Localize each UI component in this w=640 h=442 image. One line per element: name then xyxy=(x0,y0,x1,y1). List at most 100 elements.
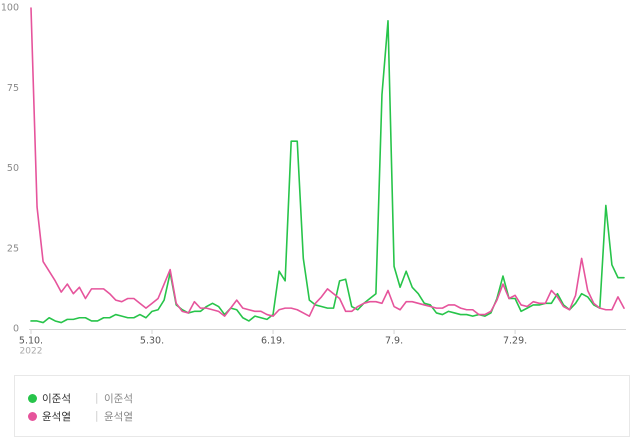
data-point[interactable] xyxy=(603,307,608,312)
data-point[interactable] xyxy=(567,307,572,312)
data-point[interactable] xyxy=(494,298,499,303)
data-point[interactable] xyxy=(162,282,167,287)
data-point[interactable] xyxy=(210,301,215,306)
data-point[interactable] xyxy=(537,301,542,306)
data-point[interactable] xyxy=(131,315,136,320)
data-point[interactable] xyxy=(579,256,584,261)
data-point[interactable] xyxy=(519,302,524,307)
data-point[interactable] xyxy=(452,302,457,307)
data-point[interactable] xyxy=(137,301,142,306)
data-point[interactable] xyxy=(222,314,227,319)
data-point[interactable] xyxy=(113,298,118,303)
data-point[interactable] xyxy=(458,306,463,311)
data-point[interactable] xyxy=(373,299,378,304)
data-point[interactable] xyxy=(470,307,475,312)
data-point[interactable] xyxy=(525,304,530,309)
data-point[interactable] xyxy=(95,286,100,291)
data-point[interactable] xyxy=(131,296,136,301)
data-point[interactable] xyxy=(476,312,481,317)
data-point[interactable] xyxy=(65,282,70,287)
data-point[interactable] xyxy=(186,310,191,315)
data-point[interactable] xyxy=(143,306,148,311)
data-point[interactable] xyxy=(410,299,415,304)
data-point[interactable] xyxy=(349,309,354,314)
data-point[interactable] xyxy=(416,291,421,296)
data-point[interactable] xyxy=(452,310,457,315)
data-point[interactable] xyxy=(325,286,330,291)
data-point[interactable] xyxy=(41,259,46,264)
data-point[interactable] xyxy=(500,282,505,287)
data-point[interactable] xyxy=(404,269,409,274)
data-point[interactable] xyxy=(470,314,475,319)
data-point[interactable] xyxy=(228,306,233,311)
data-point[interactable] xyxy=(180,309,185,314)
data-point[interactable] xyxy=(264,312,269,317)
data-point[interactable] xyxy=(162,298,167,303)
data-point[interactable] xyxy=(513,293,518,298)
data-point[interactable] xyxy=(416,301,421,306)
data-point[interactable] xyxy=(331,306,336,311)
data-point[interactable] xyxy=(367,299,372,304)
data-point[interactable] xyxy=(561,304,566,309)
data-point[interactable] xyxy=(277,269,282,274)
data-point[interactable] xyxy=(319,304,324,309)
data-point[interactable] xyxy=(446,309,451,314)
data-point[interactable] xyxy=(549,301,554,306)
data-point[interactable] xyxy=(361,301,366,306)
data-point[interactable] xyxy=(95,318,100,323)
data-point[interactable] xyxy=(252,309,257,314)
data-point[interactable] xyxy=(392,304,397,309)
data-point[interactable] xyxy=(234,307,239,312)
data-point[interactable] xyxy=(464,312,469,317)
data-point[interactable] xyxy=(71,291,76,296)
data-point[interactable] xyxy=(343,309,348,314)
data-point[interactable] xyxy=(398,285,403,290)
data-point[interactable] xyxy=(289,306,294,311)
data-point[interactable] xyxy=(107,291,112,296)
data-point[interactable] xyxy=(597,306,602,311)
data-point[interactable] xyxy=(47,315,52,320)
data-point[interactable] xyxy=(337,278,342,283)
data-point[interactable] xyxy=(615,275,620,280)
data-point[interactable] xyxy=(137,312,142,317)
data-point[interactable] xyxy=(482,312,487,317)
data-point[interactable] xyxy=(283,278,288,283)
data-point[interactable] xyxy=(609,307,614,312)
data-point[interactable] xyxy=(349,304,354,309)
data-point[interactable] xyxy=(156,307,161,312)
data-point[interactable] xyxy=(41,320,46,325)
data-point[interactable] xyxy=(107,315,112,320)
data-point[interactable] xyxy=(240,306,245,311)
data-point[interactable] xyxy=(65,317,70,322)
data-point[interactable] xyxy=(313,301,318,306)
data-point[interactable] xyxy=(258,309,263,314)
data-point[interactable] xyxy=(386,288,391,293)
data-point[interactable] xyxy=(246,318,251,323)
data-point[interactable] xyxy=(519,309,524,314)
data-point[interactable] xyxy=(579,291,584,296)
data-point[interactable] xyxy=(71,317,76,322)
data-point[interactable] xyxy=(410,285,415,290)
data-point[interactable] xyxy=(283,306,288,311)
data-point[interactable] xyxy=(277,307,282,312)
data-point[interactable] xyxy=(264,317,269,322)
data-point[interactable] xyxy=(458,312,463,317)
data-point[interactable] xyxy=(192,309,197,314)
data-point[interactable] xyxy=(585,288,590,293)
data-point[interactable] xyxy=(89,318,94,323)
data-point[interactable] xyxy=(53,318,58,323)
data-point[interactable] xyxy=(83,315,88,320)
data-point[interactable] xyxy=(216,309,221,314)
data-point[interactable] xyxy=(150,309,155,314)
data-point[interactable] xyxy=(404,299,409,304)
data-point[interactable] xyxy=(555,294,560,299)
legend-item-series-1[interactable]: 이준석 | 이준석 xyxy=(28,391,133,405)
data-point[interactable] xyxy=(168,267,173,272)
data-point[interactable] xyxy=(386,18,391,23)
data-point[interactable] xyxy=(440,306,445,311)
data-point[interactable] xyxy=(422,302,427,307)
legend-item-series-2[interactable]: 윤석열 | 윤석열 xyxy=(28,409,133,423)
data-point[interactable] xyxy=(373,291,378,296)
data-point[interactable] xyxy=(77,285,82,290)
data-point[interactable] xyxy=(295,139,300,144)
